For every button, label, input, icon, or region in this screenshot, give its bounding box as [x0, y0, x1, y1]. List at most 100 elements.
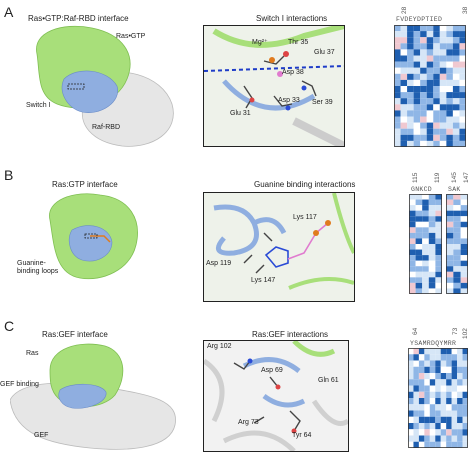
heatmap-cell: [422, 288, 429, 294]
heatmap-cell: [435, 373, 441, 380]
heatmap-cell: [413, 122, 421, 129]
heatmap-cell: [408, 423, 414, 430]
heatmap-cell: [439, 92, 447, 99]
heatmap-cell: [440, 429, 447, 436]
seq-b2: SAK: [448, 186, 461, 193]
heatmap-cell: [452, 104, 460, 111]
heatmap-cell: [462, 385, 468, 392]
heatmap-cell: [452, 67, 460, 74]
heatmap-cell: [446, 216, 454, 222]
heatmap-cell: [418, 385, 425, 392]
heatmap-cell: [409, 205, 416, 211]
heatmap-cell: [446, 43, 453, 50]
heatmap-cell: [462, 379, 468, 386]
ras-gef-closeup: [203, 340, 349, 452]
ras-gtp-label: Ras•GTP: [116, 33, 146, 40]
heatmap-cell: [446, 31, 453, 38]
heatmap-cell: [426, 86, 434, 93]
heatmap-cell: [439, 128, 447, 135]
heatmap-cell: [400, 134, 408, 141]
heatmap-cell: [446, 360, 452, 367]
heatmap-cell: [446, 210, 454, 217]
heatmap-cell: [452, 31, 460, 38]
heatmap-cell: [420, 140, 427, 147]
heatmap-cell: [394, 110, 401, 117]
heatmap-cell: [459, 110, 466, 117]
guanine-closeup: [203, 192, 355, 302]
heatmap-c: [408, 348, 468, 448]
heatmap-cell: [439, 98, 447, 105]
heatmap-cell: [409, 271, 416, 278]
heatmap-cell: [400, 25, 408, 32]
panel-a-left-title: Ras•GTP:Raf-RBD interface: [28, 14, 129, 23]
heatmap-cell: [426, 43, 434, 50]
heatmap-cell: [446, 61, 453, 68]
heatmap-cell: [453, 266, 461, 272]
heatmap-cell: [453, 227, 461, 233]
heatmap-cell: [426, 104, 434, 111]
heatmap-cell: [435, 260, 442, 267]
switch-i-label: Switch I: [26, 102, 51, 109]
heatmap-cell: [407, 110, 414, 117]
heatmap-cell: [457, 366, 463, 373]
heatmap-cell: [429, 404, 436, 411]
heatmap-a: [394, 25, 466, 147]
heatmap-cell: [394, 134, 401, 141]
heatmap-cell: [394, 98, 401, 105]
heatmap-cell: [453, 199, 461, 206]
seq-b-num-145: 145: [451, 172, 458, 183]
heatmap-cell: [435, 423, 441, 430]
heatmap-cell: [440, 354, 447, 361]
heatmap-cell: [459, 104, 466, 111]
heatmap-cell: [460, 238, 468, 244]
panel-letter-b: B: [4, 167, 14, 183]
heatmap-cell: [439, 25, 447, 32]
heatmap-cell: [409, 232, 416, 239]
heatmap-cell: [453, 255, 461, 261]
heatmap-cell: [415, 194, 423, 200]
heatmap-cell: [428, 216, 436, 222]
heatmap-cell: [428, 249, 436, 256]
heatmap-cell: [440, 379, 447, 386]
heatmap-cell: [428, 271, 436, 278]
heatmap-cell: [446, 205, 454, 211]
heatmap-cell: [420, 73, 427, 80]
heatmap-cell: [453, 205, 461, 211]
heatmap-cell: [407, 37, 414, 44]
heatmap-cell: [418, 441, 425, 448]
heatmap-cell: [394, 67, 401, 74]
heatmap-cell: [413, 404, 419, 411]
heatmap-cell: [415, 227, 423, 233]
heatmap-cell: [420, 49, 427, 56]
heatmap-cell: [408, 410, 414, 417]
heatmap-cell: [394, 104, 401, 111]
heatmap-cell: [420, 55, 427, 62]
heatmap-cell: [446, 435, 452, 442]
heatmap-cell: [407, 122, 414, 129]
heatmap-cell: [451, 398, 458, 405]
heatmap-cell: [446, 98, 453, 105]
heatmap-cell: [446, 194, 454, 200]
heatmap-cell: [452, 128, 460, 135]
heatmap-cell: [424, 410, 430, 417]
heatmap-cell: [418, 360, 425, 367]
heatmap-cell: [408, 416, 414, 423]
seq-a: FVDEYDPTIED: [396, 16, 443, 23]
seq-a-num-end: 38: [462, 6, 469, 14]
heatmap-cell: [428, 255, 436, 261]
heatmap-cell: [409, 260, 416, 267]
heatmap-cell: [413, 31, 421, 38]
heatmap-cell: [446, 410, 452, 417]
heatmap-cell: [457, 379, 463, 386]
heatmap-cell: [426, 49, 434, 56]
heatmap-cell: [446, 238, 454, 244]
heatmap-cell: [413, 416, 419, 423]
heatmap-cell: [426, 116, 434, 123]
heatmap-cell: [435, 398, 441, 405]
heatmap-cell: [433, 86, 440, 93]
heatmap-cell: [400, 116, 408, 123]
heatmap-cell: [435, 232, 442, 239]
heatmap-cell: [407, 73, 414, 80]
heatmap-cell: [446, 49, 453, 56]
heatmap-cell: [452, 49, 460, 56]
